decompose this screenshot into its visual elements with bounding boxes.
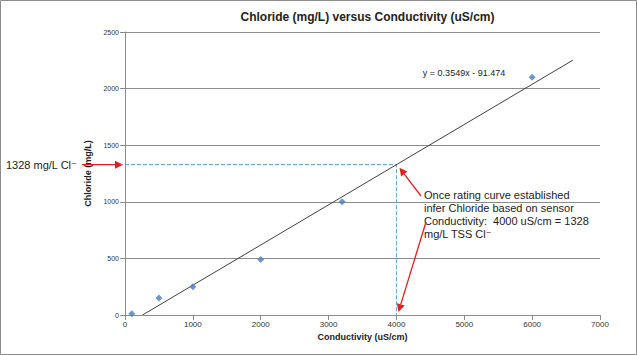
svg-text:2000: 2000 [103, 85, 119, 92]
svg-text:3000: 3000 [320, 320, 338, 329]
svg-text:mg/L TSS Cl⁻: mg/L TSS Cl⁻ [424, 228, 492, 240]
svg-text:0: 0 [123, 320, 128, 329]
svg-text:1000: 1000 [103, 198, 119, 205]
svg-text:5000: 5000 [455, 320, 473, 329]
svg-text:4000: 4000 [388, 320, 406, 329]
svg-text:Chloride (mg/L): Chloride (mg/L) [83, 140, 93, 207]
svg-text:500: 500 [107, 255, 119, 262]
svg-text:Conductivity (uS/cm): Conductivity (uS/cm) [317, 332, 407, 342]
svg-text:y = 0.3549x - 91.474: y = 0.3549x - 91.474 [423, 68, 505, 78]
svg-text:Once rating curve established: Once rating curve established [424, 189, 570, 201]
svg-text:Conductivity: 4000 uS/cm = 13: Conductivity: 4000 uS/cm = 1328 [424, 215, 589, 227]
svg-text:2500: 2500 [103, 29, 119, 36]
svg-text:6000: 6000 [523, 320, 541, 329]
svg-text:1000: 1000 [184, 320, 202, 329]
svg-text:Chloride (mg/L) versus Conduct: Chloride (mg/L) versus Conductivity (uS/… [240, 10, 494, 24]
svg-text:7000: 7000 [591, 320, 609, 329]
svg-text:infer Chloride based on sensor: infer Chloride based on sensor [424, 202, 574, 214]
svg-text:1500: 1500 [103, 142, 119, 149]
svg-text:0: 0 [115, 312, 119, 319]
svg-text:2000: 2000 [252, 320, 270, 329]
svg-text:1328 mg/L Cl⁻: 1328 mg/L Cl⁻ [6, 159, 77, 171]
